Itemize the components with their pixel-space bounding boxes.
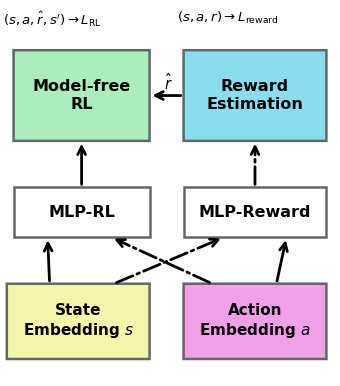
Text: $\hat{r}$: $\hat{r}$ (164, 74, 173, 93)
Text: MLP-Reward: MLP-Reward (199, 205, 311, 220)
Text: Action
Embedding $a$: Action Embedding $a$ (199, 303, 311, 340)
Text: State
Embedding $s$: State Embedding $s$ (22, 303, 134, 340)
Text: MLP-RL: MLP-RL (48, 205, 115, 220)
Text: $(s,a,r) \rightarrow L_{\mathrm{reward}}$: $(s,a,r) \rightarrow L_{\mathrm{reward}}… (177, 10, 278, 26)
FancyBboxPatch shape (184, 50, 326, 141)
FancyBboxPatch shape (14, 50, 150, 141)
Bar (184, 187, 326, 237)
Text: Reward
Estimation: Reward Estimation (207, 80, 303, 112)
FancyBboxPatch shape (184, 284, 326, 359)
Text: $(s,a,\hat{r},s') \rightarrow L_{\mathrm{RL}}$: $(s,a,\hat{r},s') \rightarrow L_{\mathrm… (3, 10, 102, 29)
FancyBboxPatch shape (7, 284, 150, 359)
Bar (14, 187, 150, 237)
Text: Model-free
RL: Model-free RL (33, 80, 131, 112)
